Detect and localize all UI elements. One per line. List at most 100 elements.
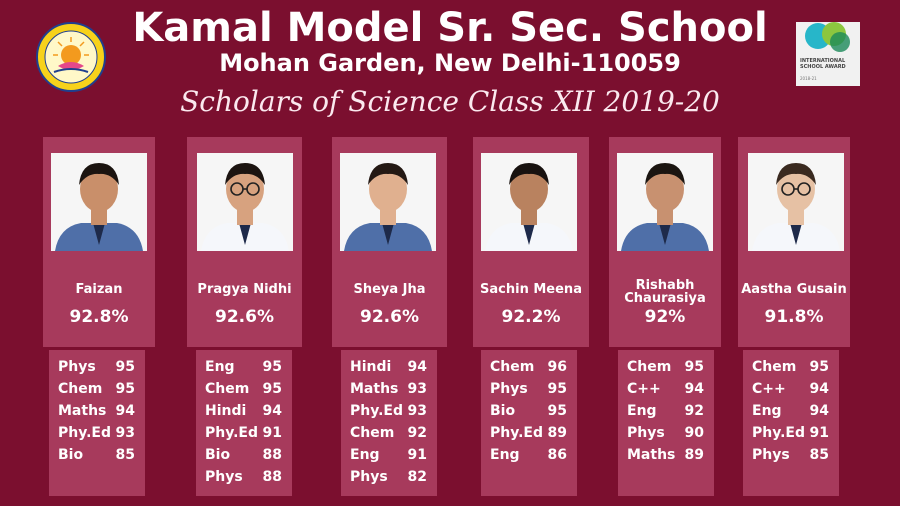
subject-name: Chem (490, 359, 535, 375)
subject-mark: 95 (547, 381, 567, 397)
subject-row: Phys 95 (481, 378, 577, 400)
subject-mark: 88 (262, 469, 282, 485)
school-address: Mohan Garden, New Delhi-110059 (219, 49, 681, 77)
student-percentage: 91.8% (764, 307, 824, 327)
subject-row: Chem 95 (196, 378, 292, 400)
subject-row: Phys 88 (196, 466, 292, 488)
student-name: Faizan (75, 282, 123, 297)
subject-mark: 91 (262, 425, 282, 441)
student-name: Sheya Jha (353, 282, 426, 297)
subject-name: Chem (205, 381, 250, 397)
subject-name: Phys (490, 381, 528, 397)
subject-name: Eng (350, 447, 380, 463)
student-name: Sachin Meena (480, 282, 582, 297)
subject-row: Eng 94 (743, 400, 839, 422)
subject-row: C++ 94 (618, 378, 714, 400)
subject-name: Chem (752, 359, 797, 375)
student-name: Pragya Nidhi (197, 282, 292, 297)
subject-row: Chem 95 (49, 378, 145, 400)
subject-marks-list: Chem 96 Phys 95 Bio 95 Phy.Ed 89 Eng 86 (481, 350, 577, 496)
subject-name: Bio (490, 403, 516, 419)
subject-row: Chem 92 (341, 422, 437, 444)
subject-name: Phy.Ed (752, 425, 805, 441)
student-percentage: 92.6% (360, 307, 419, 327)
student-card: Sheya Jha 92.6% (332, 137, 447, 347)
student-card: Sachin Meena 92.2% (473, 137, 589, 347)
subject-mark: 96 (547, 359, 567, 375)
subject-name: Phys (58, 359, 96, 375)
school-logo (36, 22, 106, 92)
subject-mark: 88 (262, 447, 282, 463)
subject-row: Chem 96 (481, 356, 577, 378)
student-name: Rishabh Chaurasiya (624, 278, 706, 306)
subject-row: Bio 88 (196, 444, 292, 466)
award-years: 2018-21 (800, 76, 817, 81)
subject-name: Phy.Ed (58, 425, 111, 441)
subject-mark: 82 (407, 469, 427, 485)
subject-name: Eng (752, 403, 782, 419)
subject-mark: 89 (547, 425, 567, 441)
student-percentage: 92.8% (69, 307, 129, 327)
subject-name: Phy.Ed (490, 425, 543, 441)
subject-row: Chem 95 (618, 356, 714, 378)
subject-name: Eng (205, 359, 235, 375)
subject-mark: 93 (115, 425, 135, 441)
page-tagline: Scholars of Science Class XII 2019-20 (180, 85, 720, 118)
subject-mark: 91 (809, 425, 829, 441)
subject-mark: 93 (407, 403, 427, 419)
student-name: Aastha Gusain (741, 282, 847, 297)
student-photo (481, 153, 577, 251)
subject-mark: 89 (684, 447, 704, 463)
subject-name: Maths (350, 381, 399, 397)
student-card: Aastha Gusain 91.8% (738, 137, 850, 347)
subject-marks-list: Eng 95 Chem 95 Hindi 94 Phy.Ed 91 Bio 88 Phys 88 (196, 350, 292, 496)
student-photo (340, 153, 436, 251)
subject-name: Phy.Ed (205, 425, 258, 441)
subject-name: Maths (58, 403, 107, 419)
subject-row: C++ 94 (743, 378, 839, 400)
subject-mark: 94 (684, 381, 704, 397)
subject-mark: 95 (262, 359, 282, 375)
student-photo (51, 153, 147, 251)
subject-marks-list: Chem 95 C++ 94 Eng 92 Phys 90 Maths 89 (618, 350, 714, 496)
international-school-award-badge: INTERNATIONAL SCHOOL AWARD 2018-21 (796, 22, 860, 86)
subject-row: Phy.Ed 93 (49, 422, 145, 444)
subject-name: Chem (627, 359, 672, 375)
subject-marks-list: Chem 95 C++ 94 Eng 94 Phy.Ed 91 Phys 85 (743, 350, 839, 496)
subject-marks-list: Hindi 94 Maths 93 Phy.Ed 93 Chem 92 Eng 91 Phys 82 (341, 350, 437, 496)
subject-name: Phys (627, 425, 665, 441)
subject-marks-list: Phys 95 Chem 95 Maths 94 Phy.Ed 93 Bio 85 (49, 350, 145, 496)
school-title: Kamal Model Sr. Sec. School (132, 5, 768, 51)
student-card: Rishabh Chaurasiya 92% (609, 137, 721, 347)
subject-row: Phy.Ed 89 (481, 422, 577, 444)
student-photo (197, 153, 293, 251)
subject-row: Phy.Ed 93 (341, 400, 437, 422)
subject-name: Phys (205, 469, 243, 485)
subject-mark: 95 (684, 359, 704, 375)
subject-name: Eng (627, 403, 657, 419)
subject-row: Maths 93 (341, 378, 437, 400)
subject-row: Maths 89 (618, 444, 714, 466)
student-percentage: 92% (644, 307, 686, 327)
student-percentage: 92.2% (501, 307, 561, 327)
subject-row: Phy.Ed 91 (743, 422, 839, 444)
student-percentage: 92.6% (215, 307, 274, 327)
student-card: Faizan 92.8% (43, 137, 155, 347)
subject-row: Phy.Ed 91 (196, 422, 292, 444)
subject-mark: 95 (115, 359, 135, 375)
subject-mark: 90 (684, 425, 704, 441)
student-photo (748, 153, 844, 251)
subject-mark: 94 (262, 403, 282, 419)
subject-mark: 95 (809, 359, 829, 375)
subject-mark: 95 (262, 381, 282, 397)
subject-mark: 86 (547, 447, 567, 463)
subject-row: Phys 95 (49, 356, 145, 378)
subject-row: Eng 91 (341, 444, 437, 466)
subject-name: Hindi (350, 359, 392, 375)
subject-name: Phys (752, 447, 790, 463)
subject-mark: 91 (407, 447, 427, 463)
subject-name: Phys (350, 469, 388, 485)
subject-mark: 94 (809, 403, 829, 419)
subject-name: Phy.Ed (350, 403, 403, 419)
subject-row: Phys 90 (618, 422, 714, 444)
